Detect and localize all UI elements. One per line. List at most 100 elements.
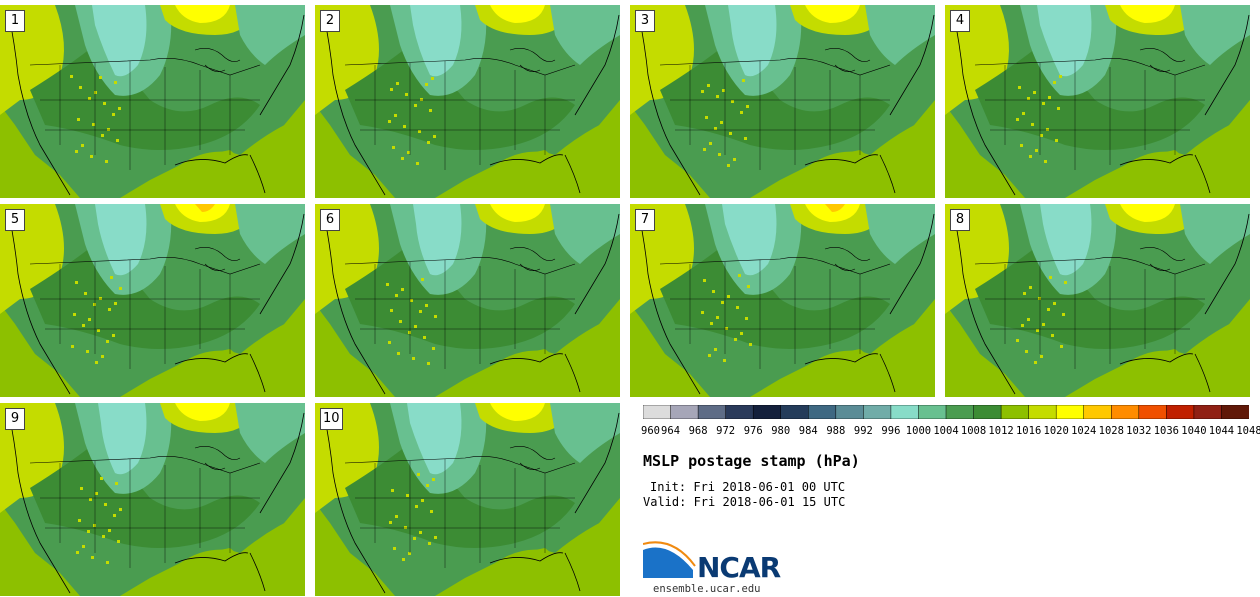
terrain-speckle [427,141,430,144]
terrain-speckle [395,294,398,297]
mslp-map [0,403,305,596]
colorbar-tick-label: 1036 [1153,425,1180,437]
terrain-speckle [740,111,743,114]
coastline [7,407,305,594]
terrain-speckle [95,361,98,364]
terrain-speckle [716,316,719,319]
terrain-speckle [99,76,102,79]
country-border [659,257,891,275]
land-field [630,5,935,198]
terrain-speckle [77,118,80,121]
terrain-speckle [413,537,416,540]
terrain-speckle [1062,313,1065,316]
terrain-speckle [90,155,93,158]
central-band [975,244,1205,349]
trough-core [410,5,462,77]
central-band [30,244,260,349]
great-lakes [194,48,241,72]
terrain-speckle [430,510,433,513]
terrain-speckle [408,331,411,334]
terrain-speckle [745,317,748,320]
terrain-speckle [1048,96,1051,99]
terrain-speckle [417,473,420,476]
terrain-speckle [95,492,98,495]
north-high-core [175,204,230,222]
terrain-speckle [75,281,78,284]
terrain-speckle [386,283,389,286]
state-borders [40,260,260,369]
land-field [945,204,1250,397]
member-number: 3 [635,10,655,32]
terrain-speckle [103,102,106,105]
terrain-speckle [1029,286,1032,289]
trough-core [98,403,147,475]
colorbar-bins [643,405,1249,419]
colorbar-tick-label: 996 [881,425,901,437]
land-field [315,5,620,198]
country-border [29,58,261,76]
mslp-map [945,204,1250,397]
land-field [0,5,305,198]
country-border [29,257,261,275]
member-panel: 4 [945,5,1250,198]
colorbar-tick-label: 968 [688,425,708,437]
terrain-speckle [401,288,404,291]
terrain-speckle [407,151,410,154]
trough-core [728,5,777,77]
terrain-speckle [1047,308,1050,311]
terrain-speckle [434,315,437,318]
southeast-high [150,314,305,397]
great-lakes [194,446,241,470]
terrain-speckle [116,139,119,142]
member-panel: 2 [315,5,620,198]
terrain-speckle [734,338,737,341]
state-borders [40,459,260,568]
colorbar-tick-label: 1032 [1126,425,1152,437]
terrain-speckle [428,542,431,545]
init-time: Init: Fri 2018-06-01 00 UTC [650,480,846,494]
mslp-map [315,204,620,397]
terrain-speckle [79,86,82,89]
east-ridge [235,5,305,65]
colorbar-bin [1138,405,1168,419]
east-ridge [550,403,620,463]
terrain-speckle [1018,86,1021,89]
terrain-speckle [102,535,105,538]
terrain-speckle [432,478,435,481]
colorbar-tick-label: 1024 [1071,425,1097,437]
terrain-speckle [747,285,750,288]
member-number: 1 [5,10,25,32]
colorbar-tick-label: 1044 [1208,425,1235,437]
member-panel: 8 [945,204,1250,397]
member-panel: 9 [0,403,305,596]
terrain-speckle [420,98,423,101]
terrain-speckle [393,547,396,550]
colorbar-bin [973,405,1002,419]
terrain-speckle [714,348,717,351]
terrain-speckle [731,100,734,103]
colorbar-bin [835,405,865,419]
land-field [0,204,305,397]
colorbar-tick-label: 1008 [960,425,987,437]
terrain-speckle [431,77,434,80]
terrain-speckle [114,81,117,84]
terrain-speckle [723,359,726,362]
terrain-speckle [402,558,405,561]
terrain-speckle [84,292,87,295]
southeast-high [465,115,620,198]
land-field [0,403,305,596]
terrain-speckle [114,302,117,305]
site-url: ensemble.ucar.edu [653,583,761,595]
member-panel: 3 [630,5,935,198]
terrain-speckle [105,160,108,163]
member-number: 8 [950,209,970,231]
terrain-speckle [118,107,121,110]
terrain-speckle [710,322,713,325]
colorbar-tick-label: 1012 [988,425,1014,437]
colorbar-tick-label: 1048 [1236,425,1260,437]
terrain-speckle [108,308,111,311]
state-borders [670,260,890,369]
southeast-high [465,513,620,596]
great-lakes [824,48,871,72]
central-band [660,244,890,349]
